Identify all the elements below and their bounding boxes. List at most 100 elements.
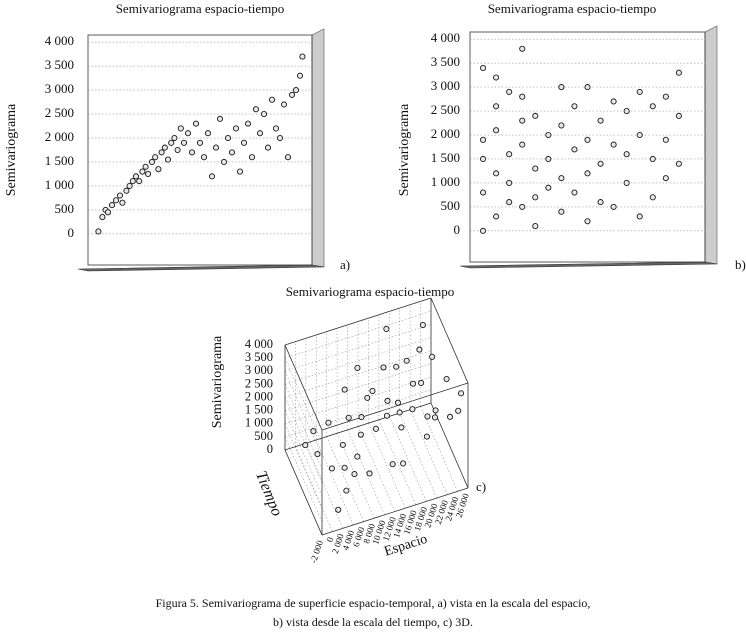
point bbox=[443, 375, 450, 383]
point bbox=[345, 414, 352, 421]
y-tick-label: 3 500 bbox=[431, 54, 460, 69]
caption-line: Figura 5. Semivariograma de superficie e… bbox=[156, 596, 591, 610]
y-tick-label: 1 500 bbox=[45, 153, 74, 168]
point bbox=[136, 178, 143, 185]
point bbox=[416, 346, 423, 353]
point bbox=[123, 187, 130, 194]
point bbox=[571, 189, 578, 196]
point bbox=[506, 151, 513, 158]
point bbox=[200, 154, 208, 161]
point bbox=[171, 134, 178, 142]
point bbox=[506, 199, 513, 206]
point bbox=[623, 151, 630, 158]
z-tick-label: 2 500 bbox=[245, 376, 273, 390]
point bbox=[419, 321, 426, 329]
box-edge bbox=[284, 449, 323, 536]
point bbox=[302, 442, 309, 449]
chart-title: Semivariograma espacio-tiempo bbox=[116, 1, 285, 16]
point bbox=[256, 130, 264, 137]
point bbox=[112, 197, 120, 204]
point bbox=[506, 179, 513, 186]
point bbox=[268, 96, 276, 103]
point bbox=[196, 139, 204, 146]
point bbox=[341, 464, 348, 471]
z-tick-label: 500 bbox=[254, 429, 273, 443]
point bbox=[636, 213, 643, 220]
point bbox=[174, 146, 181, 154]
grid-line bbox=[305, 443, 344, 529]
z-tick-label: 3 500 bbox=[245, 350, 273, 364]
plot-frame bbox=[87, 34, 313, 266]
point bbox=[168, 139, 175, 146]
point bbox=[389, 461, 396, 468]
point bbox=[272, 125, 280, 132]
point bbox=[220, 158, 228, 166]
point bbox=[506, 88, 513, 95]
grid-line bbox=[389, 416, 427, 502]
grid-line bbox=[284, 436, 323, 522]
point bbox=[129, 178, 136, 185]
y-tick-label: 2 000 bbox=[45, 129, 74, 144]
point bbox=[244, 120, 252, 127]
point bbox=[155, 166, 162, 173]
point bbox=[423, 433, 430, 440]
point bbox=[212, 144, 220, 151]
y-tick-label: 0 bbox=[68, 225, 75, 240]
point bbox=[280, 101, 288, 108]
point bbox=[558, 175, 565, 182]
point bbox=[224, 134, 232, 142]
point bbox=[192, 120, 200, 127]
point bbox=[260, 111, 268, 118]
point bbox=[424, 413, 431, 420]
box-edge bbox=[284, 344, 323, 431]
point bbox=[519, 141, 526, 148]
z-tick-label: 0 bbox=[267, 442, 273, 456]
y-axis-label: Semivariograma bbox=[397, 103, 412, 196]
point bbox=[119, 199, 126, 206]
point bbox=[216, 115, 224, 122]
point bbox=[610, 141, 617, 148]
point bbox=[584, 218, 591, 225]
point bbox=[314, 451, 321, 458]
point bbox=[480, 227, 487, 234]
point bbox=[180, 139, 188, 146]
point bbox=[532, 112, 539, 119]
panel-label: a) bbox=[340, 257, 350, 272]
box-edge bbox=[284, 297, 432, 346]
grid-line bbox=[284, 397, 323, 483]
point bbox=[339, 441, 346, 448]
point bbox=[675, 112, 682, 119]
point bbox=[369, 387, 376, 394]
point bbox=[148, 158, 156, 166]
point bbox=[493, 74, 500, 81]
grid-line bbox=[284, 358, 323, 444]
point bbox=[232, 125, 240, 132]
point bbox=[357, 431, 364, 438]
point bbox=[597, 117, 604, 124]
y-tick-label: 4 000 bbox=[45, 33, 74, 48]
point bbox=[455, 407, 462, 414]
z-tick-label: 3 000 bbox=[245, 363, 273, 377]
point bbox=[343, 487, 350, 494]
point bbox=[208, 173, 216, 180]
point bbox=[325, 419, 332, 426]
point bbox=[358, 414, 365, 421]
point bbox=[458, 390, 465, 397]
point bbox=[662, 136, 669, 143]
point bbox=[480, 189, 487, 196]
plot-frame bbox=[469, 31, 706, 263]
point bbox=[545, 131, 552, 139]
point bbox=[296, 72, 304, 79]
point bbox=[480, 155, 487, 163]
point bbox=[144, 170, 152, 178]
chart-title: Semivariograma espacio-tiempo bbox=[488, 1, 657, 16]
point bbox=[493, 103, 500, 110]
y-tick-label: 1 000 bbox=[431, 174, 460, 189]
point bbox=[418, 379, 425, 387]
point bbox=[662, 175, 669, 182]
point bbox=[675, 160, 682, 167]
point bbox=[409, 406, 416, 413]
point bbox=[383, 325, 390, 332]
grid-line bbox=[409, 409, 448, 495]
